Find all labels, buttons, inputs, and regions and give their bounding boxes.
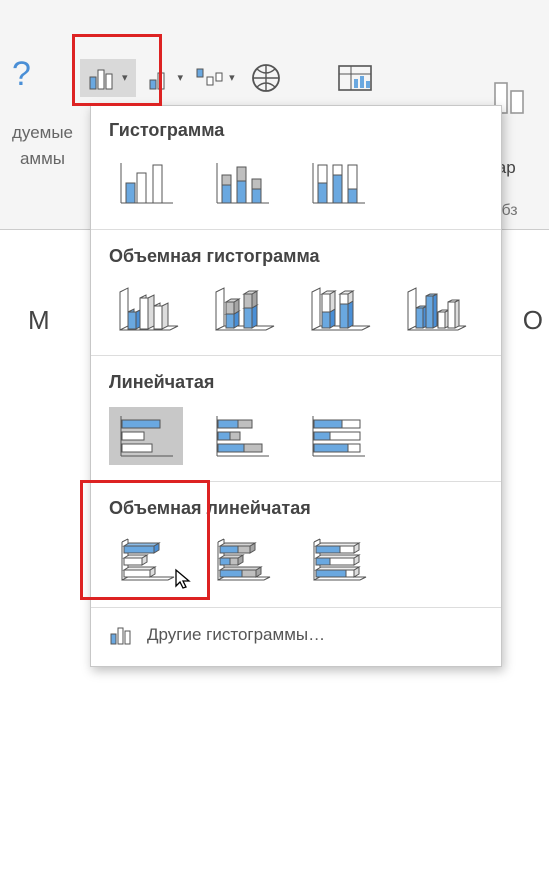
more-label: Другие гистограммы… <box>147 625 325 645</box>
section-title-3d-histogram: Объемная гистограмма <box>91 232 501 275</box>
chevron-down-icon: ▾ <box>229 71 235 84</box>
chart-stacked-bar[interactable] <box>205 407 279 465</box>
insert-column-chart-button[interactable]: ▾ <box>80 59 136 97</box>
chart-100-stacked-column[interactable] <box>301 155 375 213</box>
separator <box>91 481 501 482</box>
section-title-3d-bar: Объемная линейчатая <box>91 484 501 527</box>
chart-3d-stacked-bar[interactable] <box>205 533 279 591</box>
separator <box>91 229 501 230</box>
3d-histogram-row <box>91 275 501 353</box>
chart-clustered-column[interactable] <box>109 155 183 213</box>
separator <box>91 355 501 356</box>
waterfall-icon <box>197 65 227 91</box>
insert-waterfall-button[interactable]: ▾ <box>195 61 237 95</box>
chart-3d-column[interactable] <box>397 281 471 339</box>
ribbon-group-recommended: дуемые аммы <box>0 50 85 171</box>
more-histograms-button[interactable]: Другие гистограммы… <box>91 610 501 660</box>
chevron-down-icon: ▾ <box>122 71 128 84</box>
bar-chart-icon <box>148 65 176 91</box>
pivot-chart-icon <box>337 62 375 94</box>
mouse-cursor-icon <box>174 568 192 590</box>
chart-3d-100-stacked-bar[interactable] <box>301 533 375 591</box>
bar-row <box>91 401 501 479</box>
chart-3d-stacked-column[interactable] <box>205 281 279 339</box>
globe-icon <box>249 62 283 94</box>
insert-pivot-chart-button[interactable] <box>335 58 377 98</box>
column-header-m[interactable]: M <box>28 305 50 336</box>
chart-stacked-column[interactable] <box>205 155 279 213</box>
ribbon-chart-buttons: ▾ ▾ ▾ <box>80 50 489 105</box>
chevron-down-icon: ▾ <box>178 71 184 84</box>
ribbon-label-line1: дуемые <box>0 120 85 146</box>
chart-type-dropdown: Гистограмма <box>90 105 502 667</box>
chart-3d-100-stacked-column[interactable] <box>301 281 375 339</box>
insert-bar-chart-button[interactable]: ▾ <box>146 61 186 95</box>
chart-100-stacked-bar[interactable] <box>301 407 375 465</box>
insert-map-button[interactable] <box>247 58 285 98</box>
chart-clustered-bar[interactable] <box>109 407 183 465</box>
3d-bar-row <box>91 527 501 605</box>
section-title-histogram: Гистограмма <box>91 106 501 149</box>
column-header-o[interactable]: O <box>523 305 543 336</box>
section-title-bar: Линейчатая <box>91 358 501 401</box>
histogram-row <box>91 149 501 227</box>
ribbon-label-line2: аммы <box>0 146 85 172</box>
chart-3d-clustered-bar[interactable] <box>109 533 183 591</box>
column-chart-icon <box>88 65 118 91</box>
separator <box>91 607 501 608</box>
chart-3d-clustered-column[interactable] <box>109 281 183 339</box>
column-chart-icon <box>109 624 135 646</box>
